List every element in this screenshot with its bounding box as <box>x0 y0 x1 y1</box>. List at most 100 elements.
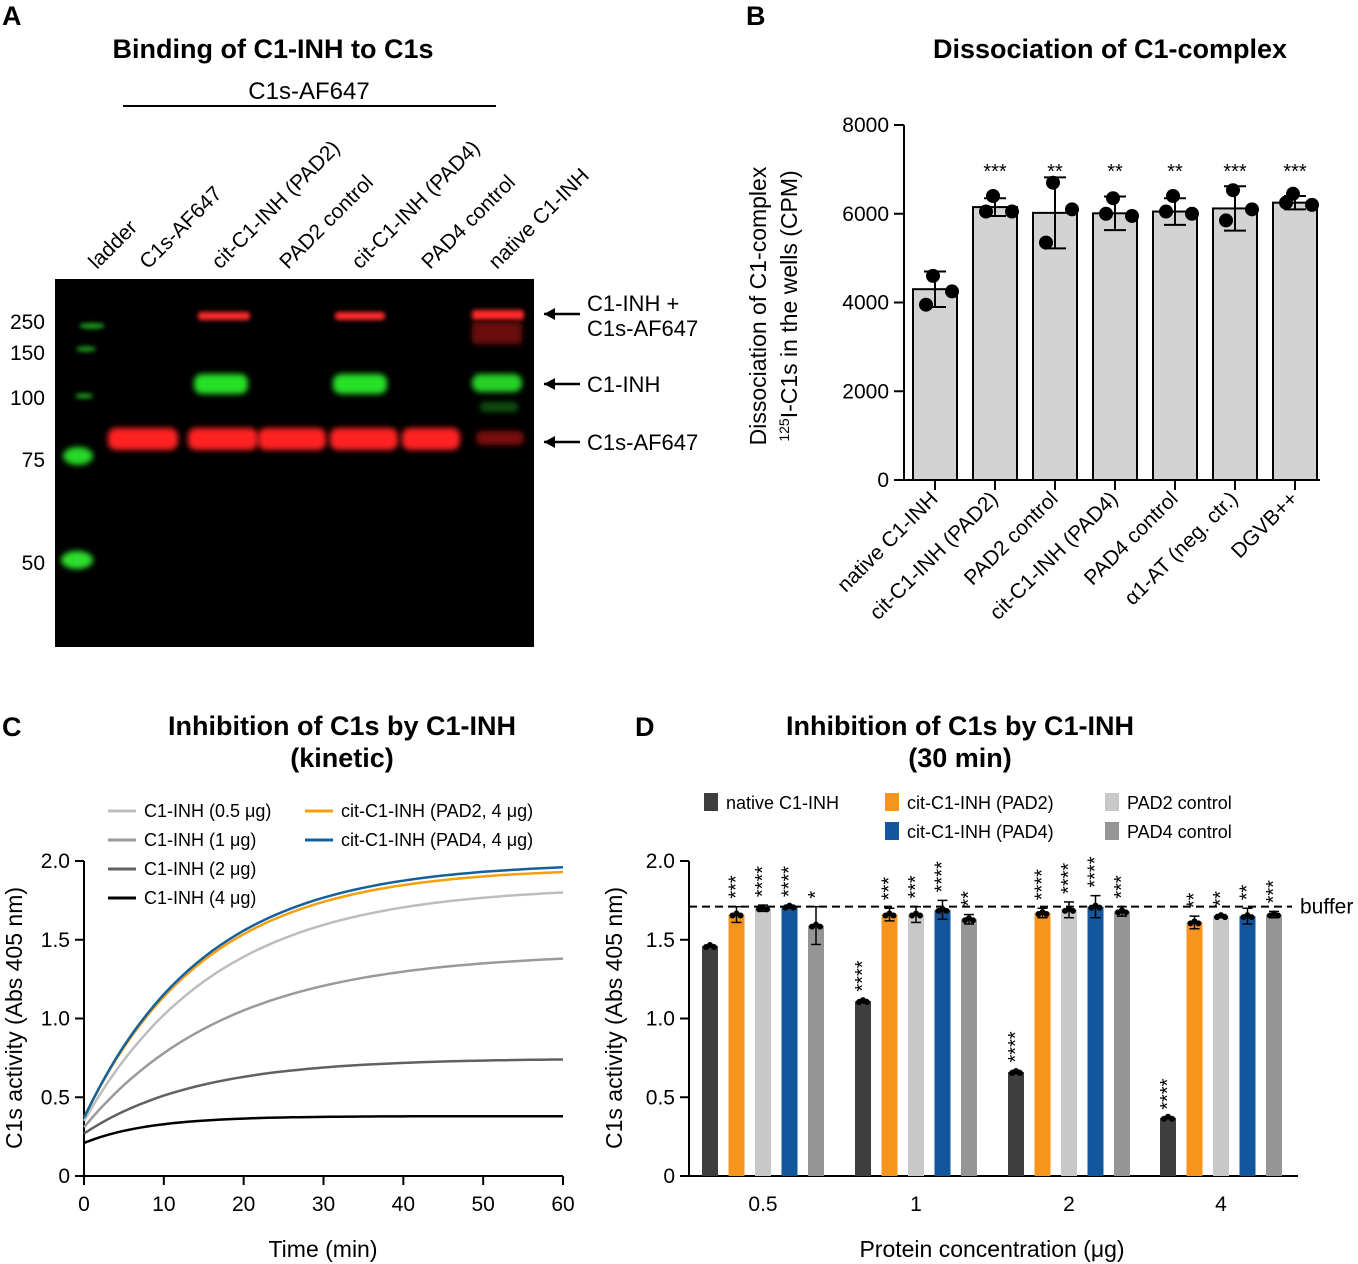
significance-label: **** <box>1005 1031 1027 1062</box>
data-point <box>1245 202 1259 217</box>
significance-label: **** <box>1157 1078 1179 1109</box>
band-complex <box>198 312 250 320</box>
data-point <box>1065 202 1079 217</box>
marker-label: 100 <box>10 387 45 410</box>
x-tick-label: 50 <box>471 1193 494 1216</box>
lane-label: ladder <box>84 216 142 274</box>
bar <box>755 908 771 1176</box>
bar <box>1213 916 1229 1176</box>
band-c1-inh <box>194 374 248 394</box>
data-point <box>1222 914 1228 921</box>
data-point <box>1248 914 1255 921</box>
bar <box>1008 1072 1024 1176</box>
panel-b-bars: *** ** ** ** *** *** <box>912 161 1319 482</box>
x-tick-label: 4 <box>1215 1193 1227 1216</box>
y-axis-label-2: 125I-C1s in the wells (CPM) <box>776 170 802 441</box>
band-label: C1-INH + <box>587 291 679 316</box>
significance-label: *** <box>879 877 901 901</box>
panel-d: D Inhibition of C1s by C1-INH (30 min) P… <box>601 711 1353 1262</box>
x-tick-label: native C1-INH <box>833 487 943 597</box>
band-c1s-af647-faint <box>476 431 524 445</box>
panel-c-title: Inhibition of C1s by C1-INH <box>168 711 516 741</box>
data-point <box>1219 213 1233 228</box>
bar <box>728 914 745 1176</box>
marker-label: 250 <box>10 311 45 334</box>
legend-swatch <box>1105 822 1119 840</box>
x-tick-label: α1-AT (neg. ctr.) <box>1120 487 1243 610</box>
bar <box>1114 911 1130 1176</box>
data-point <box>1279 195 1293 210</box>
y-axis-label: Dissociation of C1-complex <box>745 166 771 445</box>
x-tick-label: 1 <box>910 1193 922 1216</box>
y-axis-label: C1s activity (Abs 405 nm) <box>1 887 27 1149</box>
data-point <box>945 284 959 299</box>
band-label: C1-INH <box>587 372 660 397</box>
bar <box>961 919 977 1176</box>
y-axis-label-rest: I-C1s in the wells (CPM) <box>776 170 802 418</box>
significance-label: ** <box>1167 161 1183 183</box>
bar <box>912 288 958 481</box>
bar <box>1272 201 1318 481</box>
bar <box>1087 906 1104 1176</box>
data-point <box>1070 907 1076 914</box>
x-axis-label: Protein concentration (μg) <box>859 1236 1124 1262</box>
data-point <box>943 907 950 914</box>
band-c1s-af647 <box>258 428 326 450</box>
data-point <box>979 204 993 219</box>
significance-label: *** <box>1283 161 1307 183</box>
band-c1-inh-faint <box>480 402 518 412</box>
bar <box>1092 212 1138 481</box>
bar <box>808 925 824 1176</box>
arrow-icon <box>544 308 555 320</box>
data-point <box>890 912 897 919</box>
data-point <box>1195 920 1202 927</box>
legend-label: PAD4 control <box>1127 822 1232 842</box>
legend-label: cit-C1-INH (PAD2) <box>907 793 1054 813</box>
significance-label: **** <box>932 861 954 892</box>
y-tick-label: 2000 <box>842 380 889 403</box>
legend-label: C1-INH (4 μg) <box>144 888 256 908</box>
band-c1s-af647 <box>330 428 398 450</box>
x-tick-label: 60 <box>551 1193 574 1216</box>
series-line <box>82 866 564 1119</box>
panel-b: B Dissociation of C1-complex Dissociatio… <box>745 1 1320 625</box>
data-point <box>764 906 770 913</box>
bar <box>1032 211 1078 482</box>
data-point <box>1005 204 1019 219</box>
data-point <box>1125 208 1139 223</box>
legend-label: C1-INH (0.5 μg) <box>144 801 271 821</box>
bar <box>1239 916 1256 1176</box>
significance-label: ** <box>1210 891 1232 907</box>
bar <box>1034 912 1051 1176</box>
x-tick-label: DGVB++ <box>1227 487 1303 563</box>
data-point <box>1185 206 1199 221</box>
bar <box>908 914 924 1176</box>
bar <box>855 1001 871 1176</box>
panel-c-axes: 0 0.5 1.0 1.5 2.0 0 10 20 30 40 50 60 <box>41 850 575 1216</box>
data-point <box>1226 183 1240 198</box>
significance-label: **** <box>752 866 774 897</box>
gel-marker-labels: 250 150 100 75 50 <box>10 311 45 575</box>
ladder-band <box>76 346 96 352</box>
y-tick-label: 6000 <box>842 203 889 226</box>
data-point <box>1123 909 1129 916</box>
significance-label: **** <box>1032 869 1054 900</box>
data-point <box>1275 912 1281 919</box>
marker-label: 75 <box>22 449 45 472</box>
bar <box>1186 922 1203 1176</box>
bar <box>781 906 798 1176</box>
gel-group-label: C1s-AF647 <box>248 78 369 105</box>
y-axis-label: C1s activity (Abs 405 nm) <box>601 887 627 1149</box>
data-point <box>926 268 940 283</box>
panel-label: D <box>635 712 655 742</box>
data-point <box>919 297 933 312</box>
panel-c-subtitle: (kinetic) <box>290 743 394 773</box>
panel-label: C <box>2 712 22 742</box>
y-tick-label: 0 <box>877 469 889 492</box>
panel-d-subtitle: (30 min) <box>908 743 1012 773</box>
series-line <box>83 957 564 1129</box>
lane-label: cit-C1-INH (PAD2) <box>207 136 344 273</box>
y-tick-label: 4000 <box>842 292 889 315</box>
legend-label: cit-C1-INH (PAD4) <box>907 822 1054 842</box>
